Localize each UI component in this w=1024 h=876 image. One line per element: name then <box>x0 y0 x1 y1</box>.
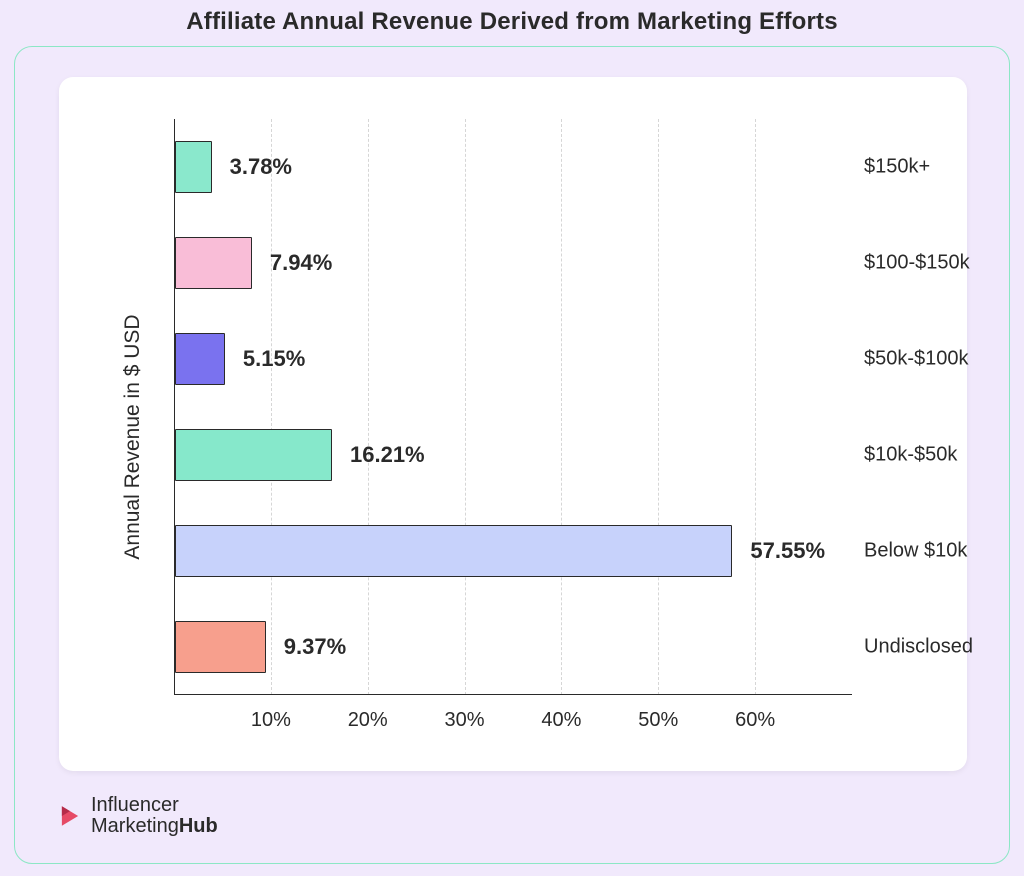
category-label: $10k-$50k <box>864 444 957 467</box>
category-label: $100-$150k <box>864 252 970 275</box>
bar-value-label: 57.55% <box>750 538 825 564</box>
brand-text: Influencer MarketingHub <box>91 795 218 837</box>
bar-value-label: 9.37% <box>284 634 346 660</box>
x-tick-label: 10% <box>251 709 291 732</box>
brand-line1: Influencer <box>91 795 218 816</box>
bar-value-label: 3.78% <box>230 154 292 180</box>
gridline <box>561 119 562 695</box>
category-label: $50k-$100k <box>864 348 969 371</box>
chart-card: Annual Revenue in $ USD 3.78% 7.94% 5.15% 1… <box>59 77 967 771</box>
x-tick-label: 30% <box>445 709 485 732</box>
plot-area: 3.78% 7.94% 5.15% 16.21% 57.55% 9.37% <box>174 119 852 695</box>
bar <box>175 333 225 385</box>
brand-logo: Influencer MarketingHub <box>57 795 218 837</box>
bar-value-label: 7.94% <box>270 250 332 276</box>
bar-value-label: 5.15% <box>243 346 305 372</box>
brand-icon <box>57 803 83 829</box>
x-tick-label: 60% <box>735 709 775 732</box>
category-label: Undisclosed <box>864 636 973 659</box>
y-axis <box>174 119 175 695</box>
x-axis <box>174 694 852 695</box>
x-tick-label: 40% <box>541 709 581 732</box>
gridline <box>465 119 466 695</box>
brand-line2: MarketingHub <box>91 816 218 837</box>
x-tick-label: 20% <box>348 709 388 732</box>
gridline <box>658 119 659 695</box>
bar <box>175 621 266 673</box>
x-tick-label: 50% <box>638 709 678 732</box>
category-label: Below $10k <box>864 540 967 563</box>
chart-title: Affiliate Annual Revenue Derived from Ma… <box>0 8 1024 36</box>
category-label: $150k+ <box>864 156 930 179</box>
bar <box>175 141 212 193</box>
bar <box>175 525 732 577</box>
gridline <box>368 119 369 695</box>
outer-card: Annual Revenue in $ USD 3.78% 7.94% 5.15% 1… <box>14 46 1010 864</box>
y-axis-title: Annual Revenue in $ USD <box>121 314 145 559</box>
bar <box>175 237 252 289</box>
gridline <box>755 119 756 695</box>
bar-value-label: 16.21% <box>350 442 425 468</box>
bar <box>175 429 332 481</box>
gridline <box>271 119 272 695</box>
